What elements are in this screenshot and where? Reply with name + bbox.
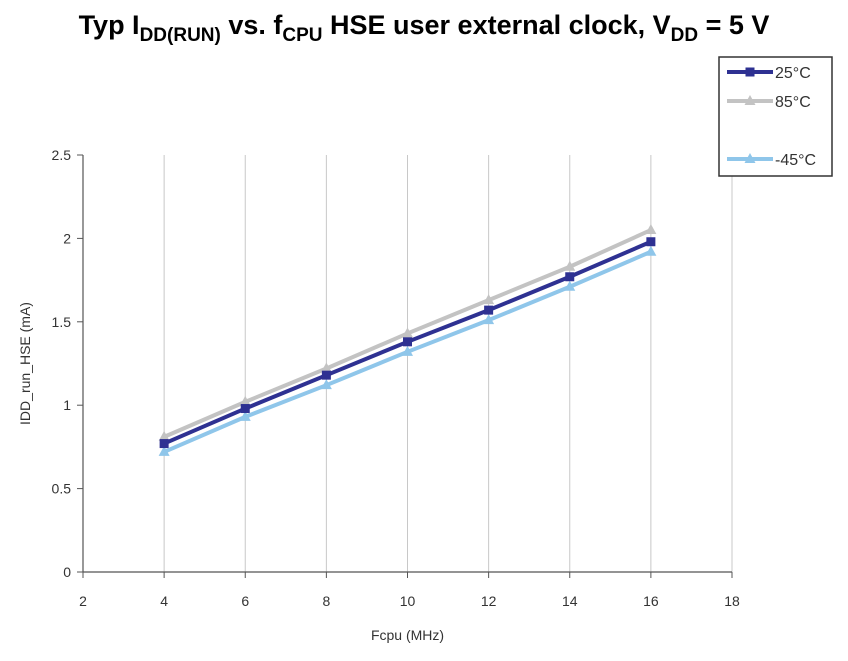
data-point <box>564 280 576 291</box>
data-point <box>320 379 332 390</box>
y-tick-label-0: 0 <box>63 564 71 580</box>
data-point <box>239 410 251 421</box>
data-point <box>484 305 494 315</box>
x-tick-label-10: 10 <box>400 593 416 609</box>
series-25°C <box>159 237 656 449</box>
y-tick-label-3: 1.5 <box>52 314 72 330</box>
legend-marker <box>745 67 755 77</box>
data-point <box>320 362 332 373</box>
x-tick-label-4: 4 <box>160 593 168 609</box>
x-tick-label-6: 6 <box>241 593 249 609</box>
data-point <box>564 260 576 271</box>
legend-marker <box>744 153 756 163</box>
data-point <box>158 430 170 441</box>
data-point <box>158 445 170 456</box>
legend-marker <box>744 95 756 105</box>
grid-lines <box>163 155 733 572</box>
x-tick-label-14: 14 <box>562 593 578 609</box>
x-tick-label-12: 12 <box>481 593 497 609</box>
x-tick-label-2: 2 <box>79 593 87 609</box>
legend-label-25°C: 25°C <box>775 65 811 82</box>
y-tick-label-5: 2.5 <box>52 147 72 163</box>
tick-labels: 2 4 6 8 10 12 14 16 18 0 0.5 1 1.5 2 2.5 <box>52 147 740 609</box>
y-tick-label-4: 2 <box>63 230 71 246</box>
x-tick-label-18: 18 <box>724 593 740 609</box>
legend-box <box>718 56 833 177</box>
y-axis-label: IDD_run_HSE (mA) <box>17 302 33 425</box>
legend: 25°C 85°C -45°C <box>718 56 833 177</box>
legend-label--45°C: -45°C <box>775 152 816 169</box>
data-point <box>403 337 412 347</box>
data-point <box>565 272 575 282</box>
y-tick-label-2: 1 <box>63 397 71 413</box>
series-85°C <box>158 224 657 441</box>
series-layer <box>158 224 657 456</box>
data-point <box>321 370 331 380</box>
axes <box>77 154 733 578</box>
data-point <box>402 345 413 356</box>
y-tick-label-1: 0.5 <box>52 481 72 497</box>
data-point <box>239 395 251 406</box>
data-point <box>645 245 657 256</box>
x-axis-label: Fcpu (MHz) <box>371 627 444 643</box>
data-point <box>159 439 169 449</box>
legend-label-85°C: 85°C <box>775 94 811 111</box>
data-point <box>483 314 495 325</box>
chart-title: Typ IDD(RUN) vs. fCPU HSE user external … <box>78 10 770 46</box>
data-point <box>646 237 656 247</box>
data-point <box>483 294 495 305</box>
data-point <box>240 404 250 414</box>
x-tick-label-8: 8 <box>322 593 330 609</box>
data-point <box>402 327 413 338</box>
data-point <box>645 224 657 235</box>
x-tick-label-16: 16 <box>643 593 659 609</box>
series--45°C <box>158 245 657 456</box>
